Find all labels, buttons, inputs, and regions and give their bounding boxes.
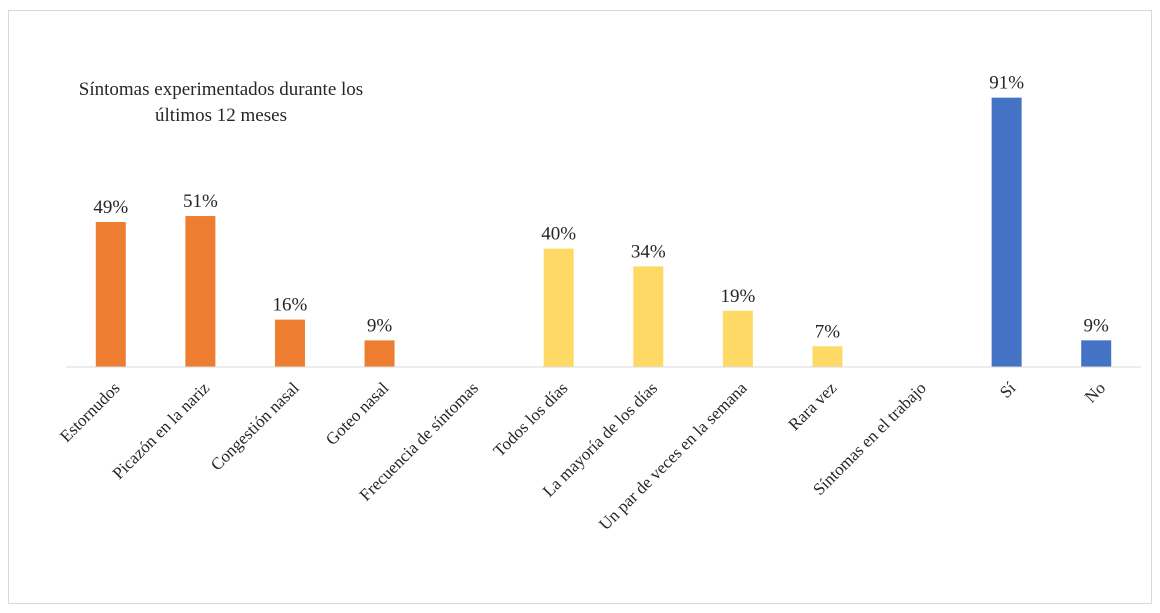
chart-title-line-2: últimos 12 meses bbox=[155, 105, 287, 126]
value-label: 49% bbox=[93, 197, 128, 218]
value-label: 9% bbox=[1084, 315, 1110, 336]
bar bbox=[95, 221, 126, 367]
value-label: 91% bbox=[989, 73, 1024, 94]
category-label: Todos los días bbox=[489, 378, 571, 460]
category-label: No bbox=[1081, 378, 1109, 406]
bar bbox=[185, 216, 216, 367]
bar bbox=[274, 319, 305, 367]
bar bbox=[991, 97, 1022, 367]
chart-title-line-1: Síntomas experimentados durante los bbox=[79, 79, 363, 100]
bar bbox=[543, 248, 574, 367]
category-label: Un par de veces en la semana bbox=[595, 378, 751, 534]
bar bbox=[633, 266, 664, 367]
value-label: 19% bbox=[720, 286, 755, 307]
bar bbox=[1081, 340, 1112, 367]
value-label: 9% bbox=[367, 315, 393, 336]
value-label: 16% bbox=[273, 295, 308, 316]
value-label: 34% bbox=[631, 241, 666, 262]
category-label: Rara vez bbox=[784, 378, 840, 434]
value-label: 51% bbox=[183, 191, 218, 212]
bar-chart: Síntomas experimentados durante los últi… bbox=[56, 73, 1141, 534]
value-label: 40% bbox=[541, 224, 576, 245]
bar bbox=[722, 310, 753, 367]
category-label: Estornudos bbox=[56, 378, 124, 446]
value-labels-layer: 49% 51% 16% 9% 40% 34% 19% 7% 91% 9% bbox=[93, 73, 1109, 343]
bars-layer bbox=[95, 97, 1112, 367]
category-label: Congestión nasal bbox=[207, 378, 303, 474]
category-label: Picazón en la nariz bbox=[109, 378, 214, 483]
value-label: 7% bbox=[815, 321, 841, 342]
category-label: Sí bbox=[996, 378, 1020, 402]
category-label: Goteo nasal bbox=[322, 378, 393, 449]
bar bbox=[812, 346, 843, 367]
chart-frame: Síntomas experimentados durante los últi… bbox=[8, 10, 1152, 604]
bar bbox=[364, 340, 395, 367]
